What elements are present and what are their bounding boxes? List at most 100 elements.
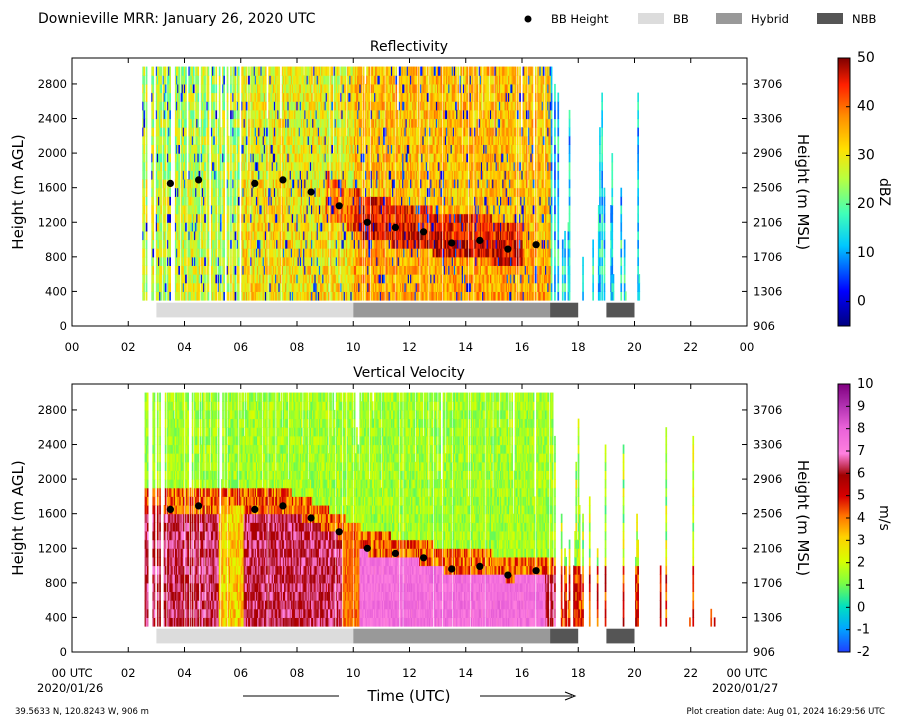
reflectivity-cell — [352, 265, 355, 275]
reflectivity-cell — [236, 274, 239, 284]
reflectivity-cell — [174, 230, 177, 241]
reflectivity-cell — [352, 282, 355, 292]
reflectivity-cell — [206, 205, 209, 215]
reflectivity-cell — [290, 153, 293, 163]
reflectivity-cell — [232, 179, 234, 189]
reflectivity-cell — [358, 282, 360, 292]
reflectivity-cell — [338, 239, 340, 249]
reflectivity-cell — [342, 230, 345, 241]
reflectivity-cell — [278, 92, 281, 102]
reflectivity-cell — [155, 92, 158, 102]
reflectivity-cell — [323, 196, 326, 206]
reflectivity-cell — [261, 187, 264, 197]
reflectivity-cell — [379, 274, 382, 284]
reflectivity-cell — [241, 222, 243, 232]
reflectivity-cell — [284, 265, 286, 275]
reflectivity-cell — [358, 179, 360, 189]
reflectivity-cell — [176, 153, 178, 163]
reflectivity-cell — [285, 161, 287, 171]
reflectivity-cell — [257, 230, 259, 241]
reflectivity-cell — [389, 144, 392, 154]
reflectivity-cell — [308, 274, 311, 284]
reflectivity-cell — [190, 179, 193, 189]
reflectivity-cell — [187, 282, 189, 292]
reflectivity-cell — [217, 265, 220, 275]
reflectivity-cell — [387, 153, 390, 163]
reflectivity-cell — [152, 109, 155, 120]
reflectivity-cell — [163, 135, 166, 145]
reflectivity-cell — [327, 282, 330, 292]
nbb-legend-swatch — [817, 13, 843, 24]
reflectivity-cell — [381, 109, 384, 120]
reflectivity-cell — [366, 101, 368, 111]
reflectivity-cell — [206, 170, 209, 180]
reflectivity-cell — [300, 109, 303, 120]
reflectivity-cell — [198, 170, 201, 180]
reflectivity-cell — [230, 161, 232, 171]
reflectivity-cell — [145, 66, 148, 76]
reflectivity-cell — [237, 291, 240, 301]
reflectivity-cell — [330, 265, 332, 275]
reflectivity-cell — [290, 230, 293, 241]
reflectivity-cell — [314, 230, 317, 241]
reflectivity-cell — [335, 92, 338, 102]
reflectivity-cell — [302, 248, 304, 258]
reflectivity-cell — [348, 75, 350, 85]
reflectivity-cell — [378, 265, 381, 275]
reflectivity-cell — [285, 135, 287, 145]
reflectivity-cell — [169, 144, 171, 154]
reflectivity-cell — [393, 248, 395, 258]
reflectivity-cell — [243, 135, 246, 145]
reflectivity-cell — [304, 239, 306, 249]
reflectivity-cell — [270, 179, 273, 189]
reflectivity-cell — [308, 248, 311, 258]
reflectivity-cell — [314, 265, 317, 275]
reflectivity-cell — [358, 101, 360, 111]
reflectivity-cell — [335, 118, 338, 128]
reflectivity-cell — [272, 230, 275, 241]
reflectivity-cell — [151, 291, 153, 301]
reflectivity-cell — [244, 170, 247, 180]
reflectivity-cell — [289, 239, 292, 249]
reflectivity-cell — [196, 92, 198, 102]
reflectivity-cell — [156, 256, 159, 266]
reflectivity-cell — [156, 282, 159, 292]
reflectivity-cell — [263, 161, 266, 171]
reflectivity-cell — [282, 170, 285, 180]
reflectivity-cell — [197, 101, 200, 111]
reflectivity-cell — [178, 66, 180, 76]
reflectivity-cell — [218, 248, 221, 258]
reflectivity-cell — [200, 282, 203, 292]
reflectivity-cell — [207, 213, 210, 223]
reflectivity-cell — [306, 222, 309, 232]
reflectivity-cell — [308, 118, 311, 128]
reflectivity-cell — [325, 239, 328, 249]
reflectivity-cell — [198, 196, 201, 206]
reflectivity-cell — [291, 205, 294, 215]
reflectivity-cell — [343, 265, 346, 275]
reflectivity-cell — [233, 196, 236, 206]
reflectivity-cell — [322, 291, 324, 301]
reflectivity-cell — [212, 256, 214, 266]
reflectivity-cell — [234, 92, 237, 102]
reflectivity-cell — [392, 144, 394, 154]
reflectivity-cell — [254, 205, 257, 215]
reflectivity-cell — [316, 187, 319, 197]
reflectivity-cell — [248, 239, 250, 249]
reflectivity-cell — [302, 109, 304, 120]
reflectivity-cell — [227, 161, 230, 171]
reflectivity-cell — [261, 161, 264, 171]
reflectivity-cell — [303, 101, 305, 111]
reflectivity-cell — [291, 213, 294, 223]
reflectivity-cell — [290, 256, 293, 266]
reflectivity-cell — [307, 135, 310, 145]
reflectivity-cell — [308, 170, 311, 180]
reflectivity-cell — [245, 92, 248, 102]
reflectivity-cell — [302, 144, 304, 154]
reflectivity-cell — [327, 248, 330, 258]
reflectivity-cell — [244, 196, 247, 206]
reflectivity-cell — [270, 144, 273, 154]
reflectivity-cell — [359, 230, 362, 241]
reflectivity-cell — [168, 256, 170, 266]
reflectivity-cell — [242, 274, 245, 284]
